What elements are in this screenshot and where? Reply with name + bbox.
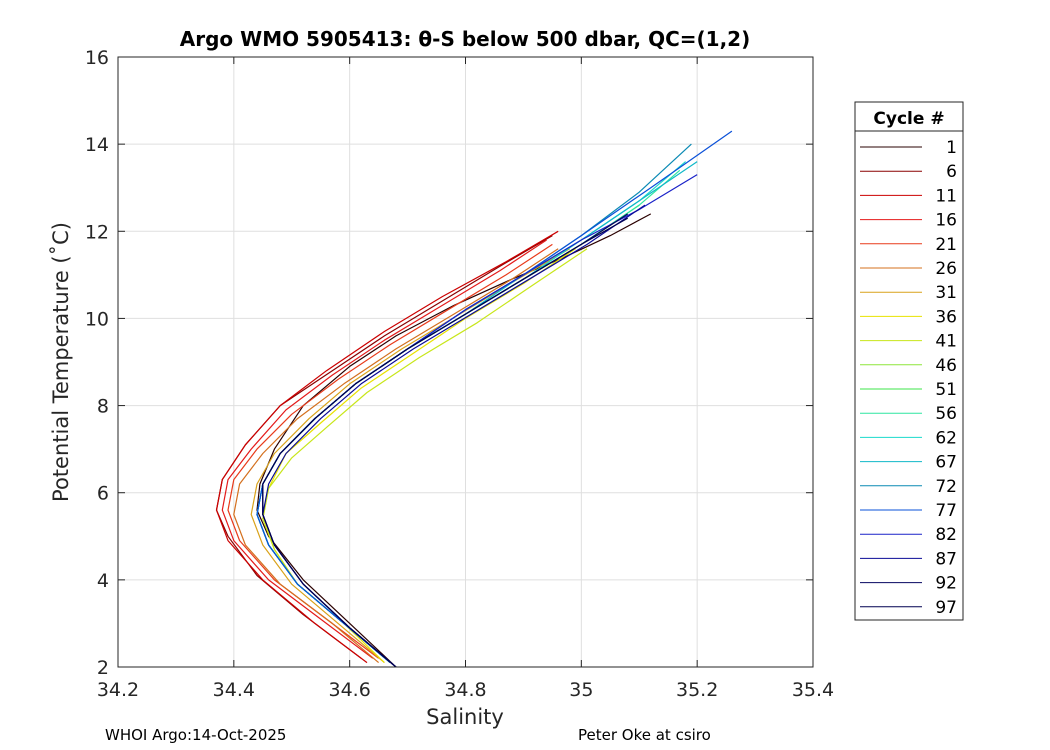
- x-tick-label: 34.2: [97, 679, 139, 701]
- legend-box: [854, 101, 964, 621]
- y-tick-label: 6: [97, 483, 109, 505]
- tick-marks: [117, 56, 814, 668]
- footer-right: Peter Oke at csiro: [578, 726, 711, 744]
- x-axis-label: Salinity: [426, 705, 504, 729]
- legend-label-cycle-11: 11: [935, 186, 957, 206]
- x-tick-label: 35: [569, 679, 593, 701]
- series-line-cycle-92: [262, 213, 629, 668]
- series-line-cycle-72: [256, 143, 692, 664]
- x-tick-label: 34.6: [329, 679, 371, 701]
- y-axis-label: Potential Temperature (˚C): [49, 222, 73, 502]
- legend-label-cycle-31: 31: [935, 283, 957, 303]
- series-line-cycle-87: [262, 204, 646, 668]
- legend-label-cycle-51: 51: [935, 380, 957, 400]
- x-tick-label: 35.4: [792, 679, 834, 701]
- legend-label-cycle-16: 16: [935, 211, 957, 231]
- series-line-cycle-46: [256, 213, 629, 664]
- legend-label-cycle-87: 87: [935, 549, 957, 569]
- legend-label-cycle-92: 92: [935, 574, 957, 594]
- legend-label-cycle-56: 56: [935, 404, 957, 424]
- series-line-cycle-62: [256, 161, 686, 664]
- y-tick-label: 14: [85, 134, 109, 156]
- y-tick-labels: 2 4 6 8 10 12 14 16: [85, 47, 109, 679]
- series-line-cycle-16: [221, 239, 547, 659]
- series-line-cycle-11: [215, 230, 559, 664]
- x-tick-label: 34.8: [444, 679, 486, 701]
- legend-label-cycle-36: 36: [935, 307, 957, 327]
- y-tick-label: 10: [85, 308, 109, 330]
- legend-label-cycle-67: 67: [935, 453, 957, 473]
- series-line-cycle-21: [227, 243, 553, 659]
- series-lines: [215, 130, 733, 668]
- chart-title: Argo WMO 5905413: θ-S below 500 dbar, QC…: [180, 27, 750, 51]
- x-tick-labels: 34.2 34.4 34.6 34.8 35 35.2 35.4: [97, 679, 834, 701]
- series-line-cycle-6: [215, 235, 553, 659]
- legend-label-cycle-1: 1: [946, 138, 957, 158]
- legend-label-cycle-46: 46: [935, 356, 957, 376]
- y-tick-label: 4: [97, 570, 109, 592]
- series-line-cycle-31: [250, 248, 571, 664]
- legend-label-cycle-41: 41: [935, 332, 957, 352]
- legend: Cycle # 16111621263136414651566267727782…: [854, 101, 964, 621]
- series-line-cycle-26: [233, 248, 559, 664]
- legend-title: Cycle #: [873, 109, 944, 129]
- y-tick-label: 8: [97, 396, 109, 418]
- legend-label-cycle-62: 62: [935, 428, 957, 448]
- legend-label-cycle-6: 6: [946, 162, 957, 182]
- series-line-cycle-56: [256, 169, 681, 664]
- y-tick-label: 12: [85, 221, 109, 243]
- series-line-cycle-77: [256, 130, 733, 664]
- legend-label-cycle-77: 77: [935, 501, 957, 521]
- series-line-cycle-1: [256, 213, 652, 668]
- x-tick-label: 34.4: [213, 679, 255, 701]
- legend-label-cycle-26: 26: [935, 259, 957, 279]
- grid-lines: [117, 56, 814, 668]
- legend-label-cycle-82: 82: [935, 525, 957, 545]
- legend-label-cycle-72: 72: [935, 477, 957, 497]
- series-line-cycle-97: [262, 217, 628, 668]
- footer-left: WHOI Argo:14-Oct-2025: [105, 726, 286, 744]
- y-tick-label: 2: [97, 657, 109, 679]
- legend-label-cycle-21: 21: [935, 235, 957, 255]
- series-line-cycle-82: [262, 174, 698, 668]
- y-tick-label: 16: [85, 47, 109, 69]
- legend-label-cycle-97: 97: [935, 598, 957, 618]
- x-tick-label: 35.2: [676, 679, 718, 701]
